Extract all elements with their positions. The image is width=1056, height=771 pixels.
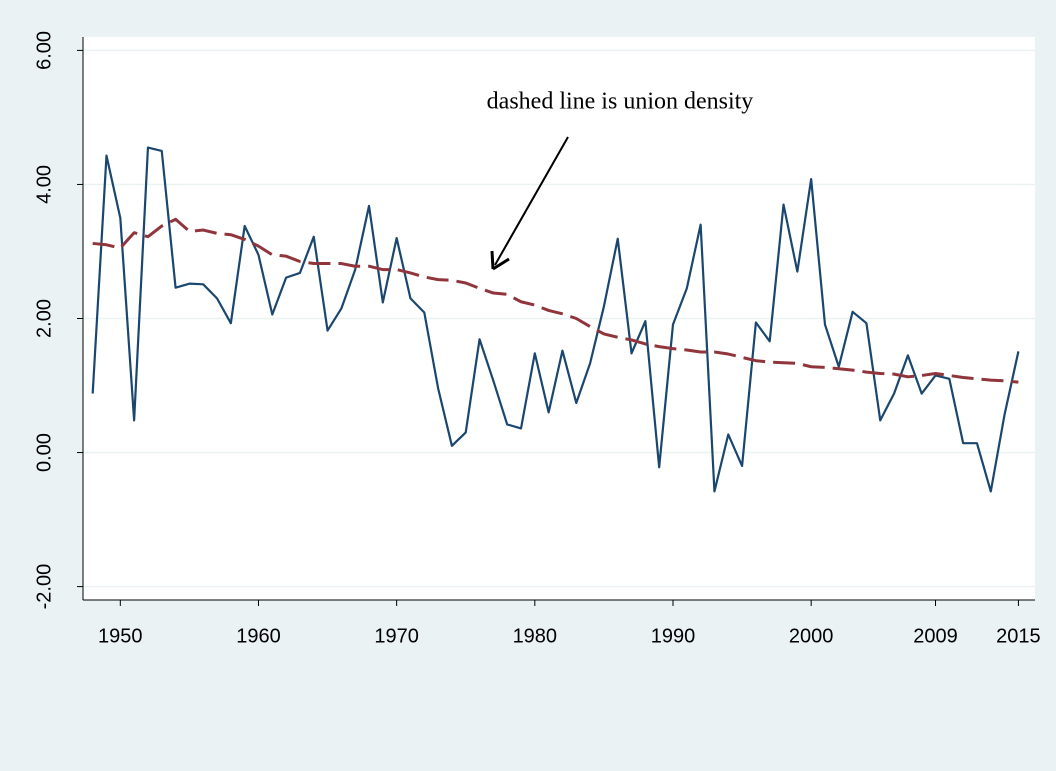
x-tick-label: 2015	[996, 625, 1041, 647]
series-line	[92, 217, 1019, 384]
y-tick-label: 6.00	[33, 31, 55, 70]
x-tick-label: 1980	[513, 625, 558, 647]
grid	[83, 49, 1035, 588]
x-tick-label: 2000	[789, 625, 834, 647]
series-line	[91, 146, 1020, 493]
ticks: -2.00 0.00 2.00 4.00 6.00 1950 1960 1970 1980 199…	[33, 31, 1040, 647]
arrow-head	[490, 250, 510, 271]
y-tick-label: 4.00	[33, 165, 55, 204]
x-tick-label: 1970	[374, 625, 419, 647]
annotation: dashed line is union density	[487, 89, 754, 115]
x-tick-label: 1950	[98, 625, 143, 647]
annotation-arrow	[494, 136, 569, 266]
lines	[91, 146, 1020, 493]
y-tick-label: -2.00	[33, 564, 55, 610]
x-tick-label: 1990	[651, 625, 696, 647]
x-tick-label: 1960	[236, 625, 281, 647]
y-tick-label: 0.00	[33, 433, 55, 472]
x-tick-label: 2009	[913, 625, 958, 647]
y-tick-label: 2.00	[33, 299, 55, 338]
